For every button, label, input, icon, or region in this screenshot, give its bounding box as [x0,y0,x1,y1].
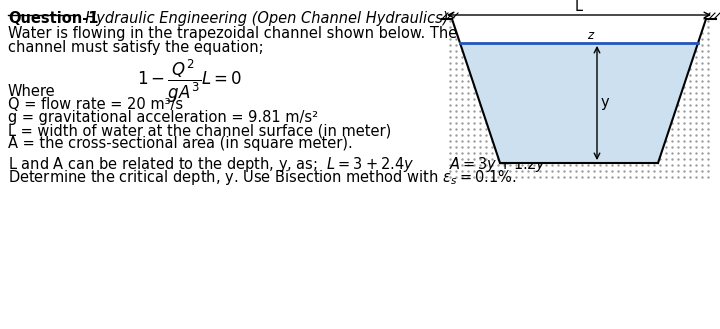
Polygon shape [452,19,706,163]
Text: z: z [587,29,593,42]
Text: A = the cross-sectional area (in square meter).: A = the cross-sectional area (in square … [8,136,353,151]
Text: $1 - \dfrac{Q^2}{gA^3}L = 0$: $1 - \dfrac{Q^2}{gA^3}L = 0$ [138,58,243,105]
Polygon shape [460,43,698,163]
Text: Q = flow rate = 20 m³/s: Q = flow rate = 20 m³/s [8,97,183,112]
Text: L: L [575,0,583,14]
Text: Determine the critical depth, y. Use Bisection method with $\varepsilon_s = 0.1\: Determine the critical depth, y. Use Bis… [8,168,516,187]
Text: L = width of water at the channel surface (in meter): L = width of water at the channel surfac… [8,123,391,138]
Text: channel must satisfy the equation;: channel must satisfy the equation; [8,40,264,55]
Text: L and A can be related to the depth, y, as;  $L = 3+2.4y$        $A = 3y+1.2y^2$: L and A can be related to the depth, y, … [8,153,552,175]
Text: Hydraulic Engineering (Open Channel Hydraulics): Hydraulic Engineering (Open Channel Hydr… [76,11,449,26]
Text: g = gravitational acceleration = 9.81 m/s²: g = gravitational acceleration = 9.81 m/… [8,110,318,125]
Text: y: y [601,95,610,111]
Text: Water is flowing in the trapezoidal channel shown below. The critical depth, y, : Water is flowing in the trapezoidal chan… [8,26,658,41]
Text: Question-1: Question-1 [8,11,99,26]
Text: Where: Where [8,84,55,99]
